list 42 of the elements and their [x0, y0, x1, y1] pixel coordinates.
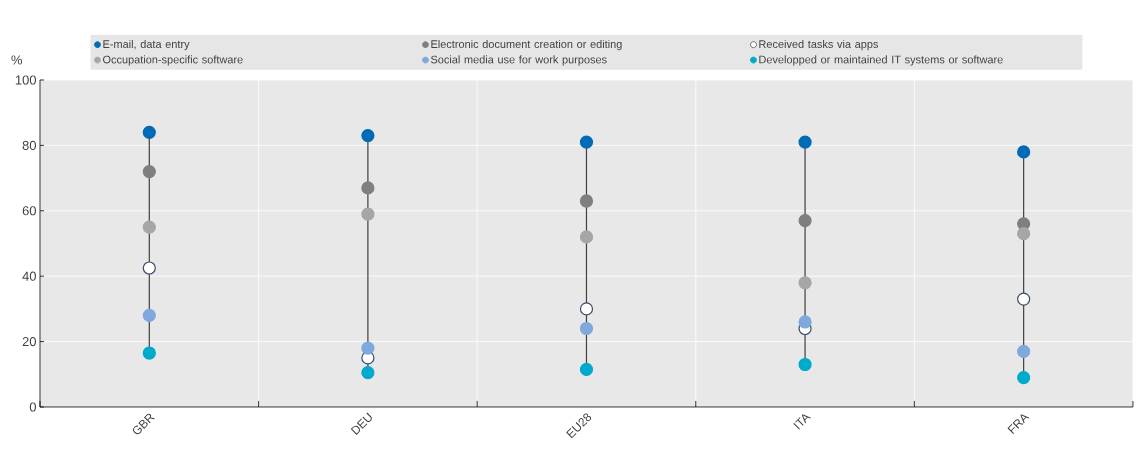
point	[579, 321, 594, 336]
point	[798, 315, 812, 329]
point	[579, 302, 594, 316]
y-tick-label: 100	[15, 75, 36, 85]
x-tick-label: ITA	[793, 414, 811, 430]
y-axis-title: %	[11, 55, 23, 65]
legend-label: E-mail, data entry	[103, 39, 190, 51]
legend-label: Electronic document creation or editing	[431, 39, 622, 51]
point	[361, 207, 375, 221]
legend-label: Developped or maintained IT systems or software	[759, 55, 1003, 66]
point	[361, 341, 375, 355]
point	[798, 357, 812, 372]
point	[142, 164, 156, 179]
point	[361, 366, 375, 380]
legend-label: Occupation-specific software	[103, 55, 243, 66]
legend-label: Social media use for work purposes	[430, 55, 607, 66]
point	[361, 128, 375, 143]
point	[1017, 370, 1031, 385]
point	[142, 346, 156, 360]
point	[1017, 145, 1031, 159]
point	[579, 194, 594, 208]
point	[579, 362, 594, 376]
point	[1017, 227, 1031, 241]
point	[142, 261, 156, 275]
point	[142, 308, 156, 323]
point	[798, 135, 812, 149]
y-tick-label: 20	[22, 337, 36, 347]
point	[1017, 344, 1031, 358]
point	[798, 276, 812, 290]
y-tick-label: 40	[22, 271, 36, 281]
point	[579, 135, 594, 149]
legend-label: Received tasks via apps	[759, 39, 879, 51]
y-tick-label: 0	[29, 402, 36, 412]
point	[1017, 292, 1031, 306]
y-tick-label: 80	[22, 140, 36, 150]
point	[798, 213, 812, 228]
y-tick-label: 60	[22, 206, 36, 216]
point	[142, 220, 156, 234]
point	[142, 125, 156, 139]
x-tick-label: FRA	[1007, 414, 1030, 434]
point	[579, 230, 594, 244]
point	[361, 181, 375, 195]
